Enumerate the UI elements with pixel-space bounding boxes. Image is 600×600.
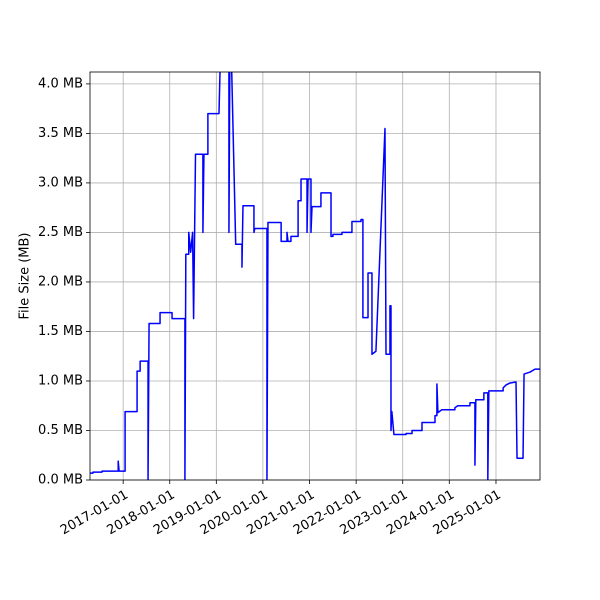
y-tick-label: 0.5 MB (38, 423, 83, 438)
y-tick-label: 3.0 MB (38, 175, 83, 190)
y-tick-label: 4.0 MB (38, 76, 83, 91)
data-line (90, 72, 540, 480)
y-tick-label: 3.5 MB (38, 126, 83, 141)
y-tick-label: 1.0 MB (38, 373, 83, 388)
plot-frame (89, 71, 541, 481)
y-tick-label: 2.5 MB (38, 225, 83, 240)
y-tick-label: 1.5 MB (38, 324, 83, 339)
y-tick-label: 0.0 MB (38, 473, 83, 488)
y-axis-label: File Size (MB) (18, 233, 33, 320)
plot-area (90, 72, 540, 480)
y-tick-label: 2.0 MB (38, 274, 83, 289)
